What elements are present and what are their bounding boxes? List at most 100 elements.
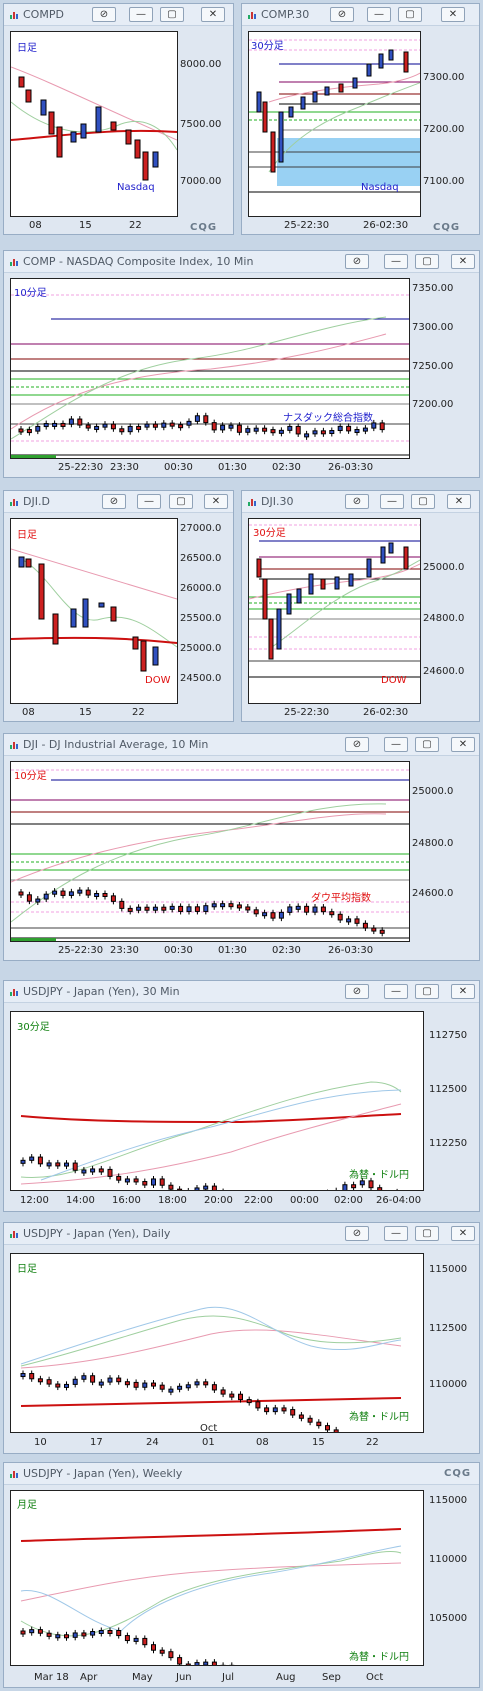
link-button[interactable]: ⊘ [102,494,126,509]
title-bar[interactable]: DJI.30 ⊘ — ▢ ✕ [242,491,479,513]
candle [124,1178,130,1183]
candle [116,1377,122,1383]
chart-plot[interactable]: 月足 為替・ドル円 [10,1490,424,1666]
chart-window-dji-30min[interactable]: DJI.30 ⊘ — ▢ ✕ 30分足 DOW 25000.0 24800.0 … [241,490,480,722]
candle [151,1382,156,1387]
minimize-button[interactable]: — [137,494,161,509]
minimize-button[interactable]: — [380,494,404,509]
candle [246,1399,252,1404]
candle [186,420,192,426]
candle [46,1162,52,1167]
timeframe-label: 日足 [17,530,37,541]
minimize-button[interactable]: — [367,7,391,22]
chart-plot[interactable]: 30分足 DOW [248,518,421,704]
maximize-button[interactable]: ▢ [415,254,439,269]
chart-window-comp-10min[interactable]: COMP - NASDAQ Composite Index, 10 Min ⊘ … [3,250,480,478]
candle [20,1159,26,1164]
close-button[interactable]: ✕ [451,1226,475,1241]
chart-window-compd[interactable]: COMPD ⊘ — ▢ ✕ 日足 Nasdaq 8000.00 7500.00 … [3,3,234,235]
time-tick: Jun [176,1672,192,1683]
chart-window-comp30[interactable]: COMP.30 ⊘ — ▢ ✕ 30分足 Nasdaq 7300.00 7200… [241,3,480,235]
maximize-button[interactable]: ▢ [411,494,435,509]
candle [325,1425,330,1431]
candle [68,418,74,425]
minimize-button[interactable]: — [384,737,408,752]
maximize-button[interactable]: ▢ [415,1226,439,1241]
time-tick: May [132,1672,153,1683]
link-button[interactable]: ⊘ [92,7,116,22]
chart-window-dji-10min[interactable]: DJI - DJ Industrial Average, 10 Min ⊘ — … [3,733,480,961]
time-tick: 16:00 [112,1195,141,1206]
maximize-button[interactable]: ▢ [169,494,193,509]
maximize-button[interactable]: ▢ [415,737,439,752]
maximize-button[interactable]: ▢ [398,7,422,22]
maximize-button[interactable]: ▢ [160,7,184,22]
close-button[interactable]: ✕ [451,984,475,999]
minimize-button[interactable]: — [384,254,408,269]
link-button[interactable]: ⊘ [345,737,369,752]
link-button[interactable]: ⊘ [330,7,354,22]
chart-plot[interactable]: 30分足 為替・ドル円 [10,1011,424,1191]
link-button[interactable]: ⊘ [345,494,369,509]
chart-window-dji-daily[interactable]: DJI.D ⊘ — ▢ ✕ 日足 DOW 27000.0 26500.0 260… [3,490,234,722]
minimize-button[interactable]: — [384,984,408,999]
price-tick: 24500.0 [180,673,222,684]
time-tick: 01:30 [218,462,247,473]
close-button[interactable]: ✕ [201,7,225,22]
candle [60,422,66,427]
close-button[interactable]: ✕ [441,7,465,22]
chart-plot[interactable]: 日足 Nasdaq [10,31,178,217]
close-button[interactable]: ✕ [451,254,475,269]
close-button[interactable]: ✕ [204,494,228,509]
title-bar[interactable]: DJI - DJ Industrial Average, 10 Min ⊘ — … [4,734,479,756]
chart-plot[interactable]: 日足 DOW [10,518,178,704]
title-bar[interactable]: COMP.30 ⊘ — ▢ ✕ [242,4,479,26]
title-bar[interactable]: USDJPY - Japan (Yen), Weekly CQG [4,1463,479,1485]
candle [203,905,209,912]
chart-plot[interactable]: 30分足 Nasdaq [248,31,421,217]
price-tick: 26000.0 [180,583,222,594]
time-tick: 02:00 [334,1195,363,1206]
candle [151,1178,156,1186]
close-button[interactable]: ✕ [451,737,475,752]
candle [333,1429,339,1432]
candle [203,1185,209,1190]
close-button[interactable]: ✕ [447,494,471,509]
timeframe-label: 30分足 [17,1022,50,1033]
price-tick: 25000.0 [180,643,222,654]
candle [194,906,200,912]
chart-window-usdjpy-weekly[interactable]: USDJPY - Japan (Yen), Weekly CQG 月足 為替・ド… [3,1462,480,1688]
title-bar[interactable]: COMPD ⊘ — ▢ ✕ [4,4,233,26]
title-bar[interactable]: COMP - NASDAQ Composite Index, 10 Min ⊘ … [4,251,479,273]
candle [354,429,360,434]
price-chart [20,1528,402,1665]
candle [124,1635,130,1642]
chart-window-usdjpy-30min[interactable]: USDJPY - Japan (Yen), 30 Min ⊘ — ▢ ✕ 30分… [3,980,480,1212]
maximize-button[interactable]: ▢ [415,984,439,999]
minimize-button[interactable]: — [129,7,153,22]
link-button[interactable]: ⊘ [345,1226,369,1241]
link-button[interactable]: ⊘ [345,254,369,269]
title-bar[interactable]: USDJPY - Japan (Yen), 30 Min ⊘ — ▢ ✕ [4,981,479,1003]
minimize-button[interactable]: — [384,1226,408,1241]
symbol-label: DOW [381,675,407,686]
candle [211,1185,217,1190]
candle [133,1637,139,1642]
candle [253,909,259,915]
chart-plot[interactable]: 10分足 ダウ平均指数 [10,761,410,942]
chart-plot[interactable]: 10分足 ナスダック総合指数 [10,278,410,459]
chart-plot[interactable]: 日足 為替・ドル円 [10,1253,424,1433]
title-bar[interactable]: DJI.D ⊘ — ▢ ✕ [4,491,233,513]
time-tick: 08 [29,220,42,231]
chart-icon [10,499,18,506]
title-bar[interactable]: USDJPY - Japan (Yen), Daily ⊘ — ▢ ✕ [4,1223,479,1245]
candle [116,1175,122,1181]
candle [211,903,217,908]
chart-window-usdjpy-daily[interactable]: USDJPY - Japan (Yen), Daily ⊘ — ▢ ✕ 日足 為… [3,1222,480,1454]
link-button[interactable]: ⊘ [345,984,369,999]
time-tick: 02:30 [272,945,301,956]
symbol-label: 為替・ドル円 [349,1652,409,1663]
time-tick: 24 [146,1437,159,1448]
candle [371,927,377,932]
symbol-label: ナスダック総合指数 [283,413,373,424]
